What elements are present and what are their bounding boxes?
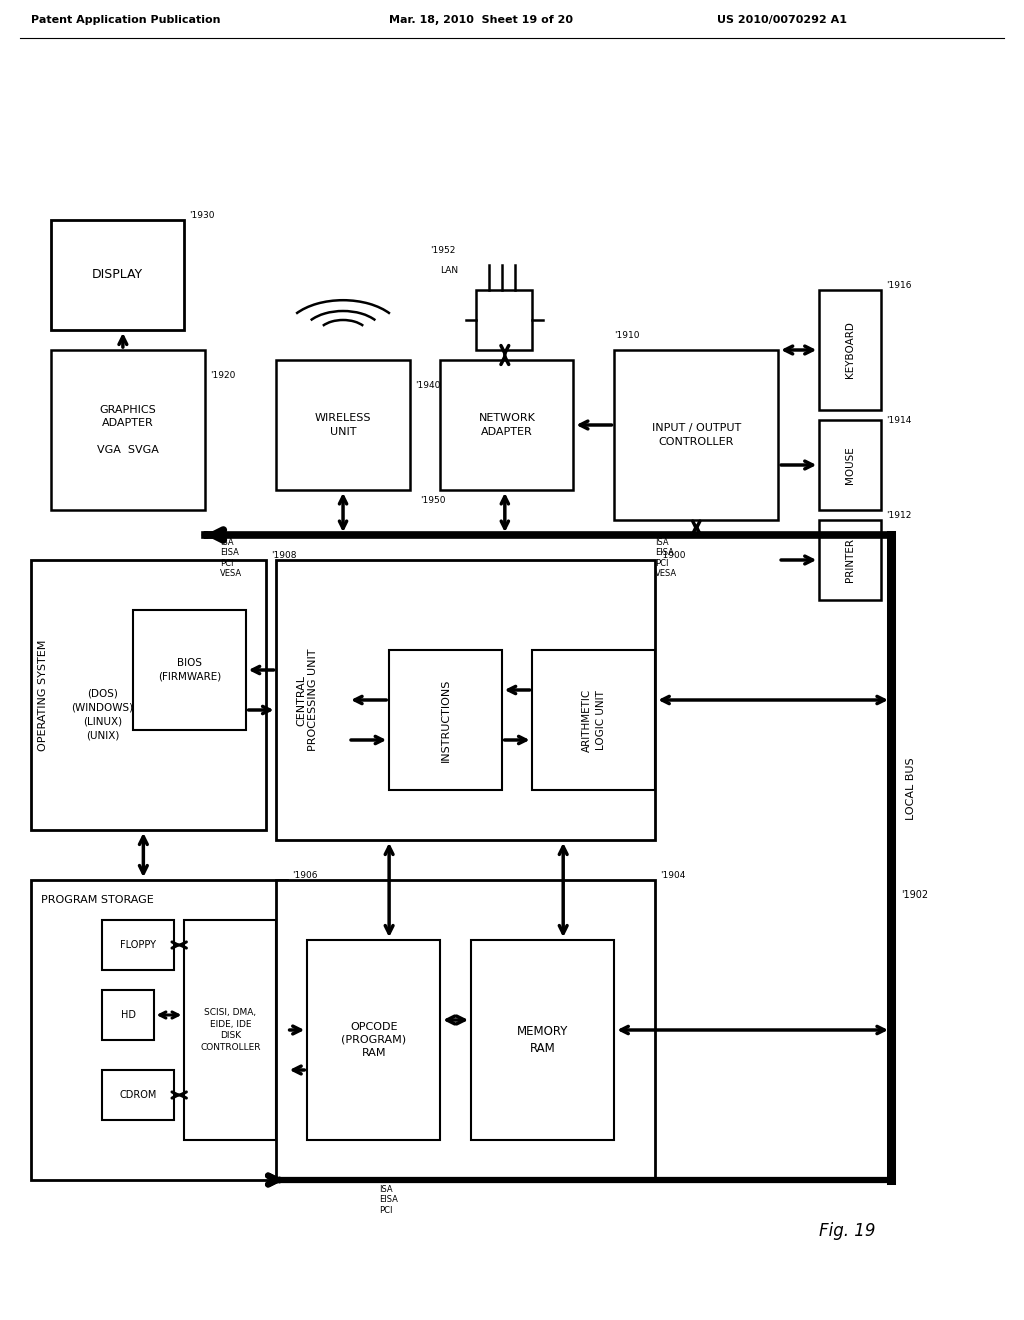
Bar (51, 220, 184, 330)
Bar (819, 520, 881, 601)
Text: PRINTER: PRINTER (845, 539, 855, 582)
Bar (276, 560, 655, 840)
Text: FLOPPY: FLOPPY (120, 940, 157, 950)
Text: BIOS
(FIRMWARE): BIOS (FIRMWARE) (158, 659, 221, 681)
Text: '1914: '1914 (886, 416, 911, 425)
Text: '1920: '1920 (210, 371, 236, 380)
Text: ISA
EISA
PCI
VESA: ISA EISA PCI VESA (220, 539, 243, 578)
Text: '1908: '1908 (271, 550, 297, 560)
Text: Mar. 18, 2010  Sheet 19 of 20: Mar. 18, 2010 Sheet 19 of 20 (389, 15, 573, 25)
Text: GRAPHICS
ADAPTER

VGA  SVGA: GRAPHICS ADAPTER VGA SVGA (97, 405, 159, 455)
Text: ISA
EISA
PCI: ISA EISA PCI (379, 1185, 397, 1214)
Bar (532, 649, 655, 789)
Text: MOUSE: MOUSE (845, 446, 855, 484)
Text: OPERATING SYSTEM: OPERATING SYSTEM (38, 639, 48, 751)
Text: ARITHMETIC
LOGIC UNIT: ARITHMETIC LOGIC UNIT (583, 688, 605, 751)
Bar (31, 560, 266, 830)
Text: '1952: '1952 (430, 246, 456, 255)
Bar (476, 290, 532, 350)
Text: '1906: '1906 (292, 871, 317, 880)
Text: DISPLAY: DISPLAY (92, 268, 143, 281)
Bar (819, 290, 881, 411)
Text: '1940: '1940 (415, 381, 440, 389)
Bar (614, 350, 778, 520)
Bar (389, 649, 502, 789)
Bar (184, 920, 276, 1140)
Text: WIRELESS
UNIT: WIRELESS UNIT (314, 413, 372, 437)
Bar (471, 940, 614, 1140)
Text: KEYBOARD: KEYBOARD (845, 322, 855, 379)
Text: HD: HD (121, 1010, 135, 1020)
Text: SCISI, DMA,
EIDE, IDE
DISK
CONTROLLER: SCISI, DMA, EIDE, IDE DISK CONTROLLER (200, 1007, 261, 1052)
Text: CENTRAL
PROCESSING UNIT: CENTRAL PROCESSING UNIT (296, 648, 318, 751)
Bar (819, 420, 881, 510)
Text: INSTRUCTIONS: INSTRUCTIONS (440, 678, 451, 762)
Bar (102, 990, 154, 1040)
Text: US 2010/0070292 A1: US 2010/0070292 A1 (717, 15, 847, 25)
Text: INPUT / OUTPUT
CONTROLLER: INPUT / OUTPUT CONTROLLER (651, 424, 741, 446)
Text: PROGRAM STORAGE: PROGRAM STORAGE (41, 895, 154, 906)
Bar (102, 920, 174, 970)
Text: OPCODE
(PROGRAM)
RAM: OPCODE (PROGRAM) RAM (341, 1022, 407, 1059)
Text: (DOS)
(WINDOWS)
(LINUX)
(UNIX): (DOS) (WINDOWS) (LINUX) (UNIX) (72, 688, 133, 741)
Text: '1910: '1910 (614, 331, 640, 341)
Text: '1904: '1904 (660, 871, 686, 880)
Bar (31, 880, 287, 1180)
Bar (133, 610, 246, 730)
Bar (307, 940, 440, 1140)
Bar (276, 880, 655, 1180)
Text: '1902: '1902 (901, 890, 928, 900)
Bar (51, 350, 205, 510)
Text: '1900: '1900 (660, 550, 686, 560)
Text: Patent Application Publication: Patent Application Publication (31, 15, 220, 25)
Text: ISA
EISA
PCI
VESA: ISA EISA PCI VESA (655, 539, 678, 578)
Bar (440, 360, 573, 490)
Text: '1912: '1912 (886, 511, 911, 520)
Text: '1950: '1950 (420, 496, 445, 506)
Bar (102, 1071, 174, 1119)
Text: '1930: '1930 (189, 211, 215, 220)
Text: '1916: '1916 (886, 281, 911, 290)
Text: CDROM: CDROM (120, 1090, 157, 1100)
Text: NETWORK
ADAPTER: NETWORK ADAPTER (478, 413, 536, 437)
Text: LOCAL BUS: LOCAL BUS (906, 758, 916, 820)
Text: Fig. 19: Fig. 19 (819, 1222, 876, 1239)
Text: LAN: LAN (440, 267, 459, 275)
Bar (276, 360, 410, 490)
Text: MEMORY
RAM: MEMORY RAM (517, 1026, 568, 1055)
